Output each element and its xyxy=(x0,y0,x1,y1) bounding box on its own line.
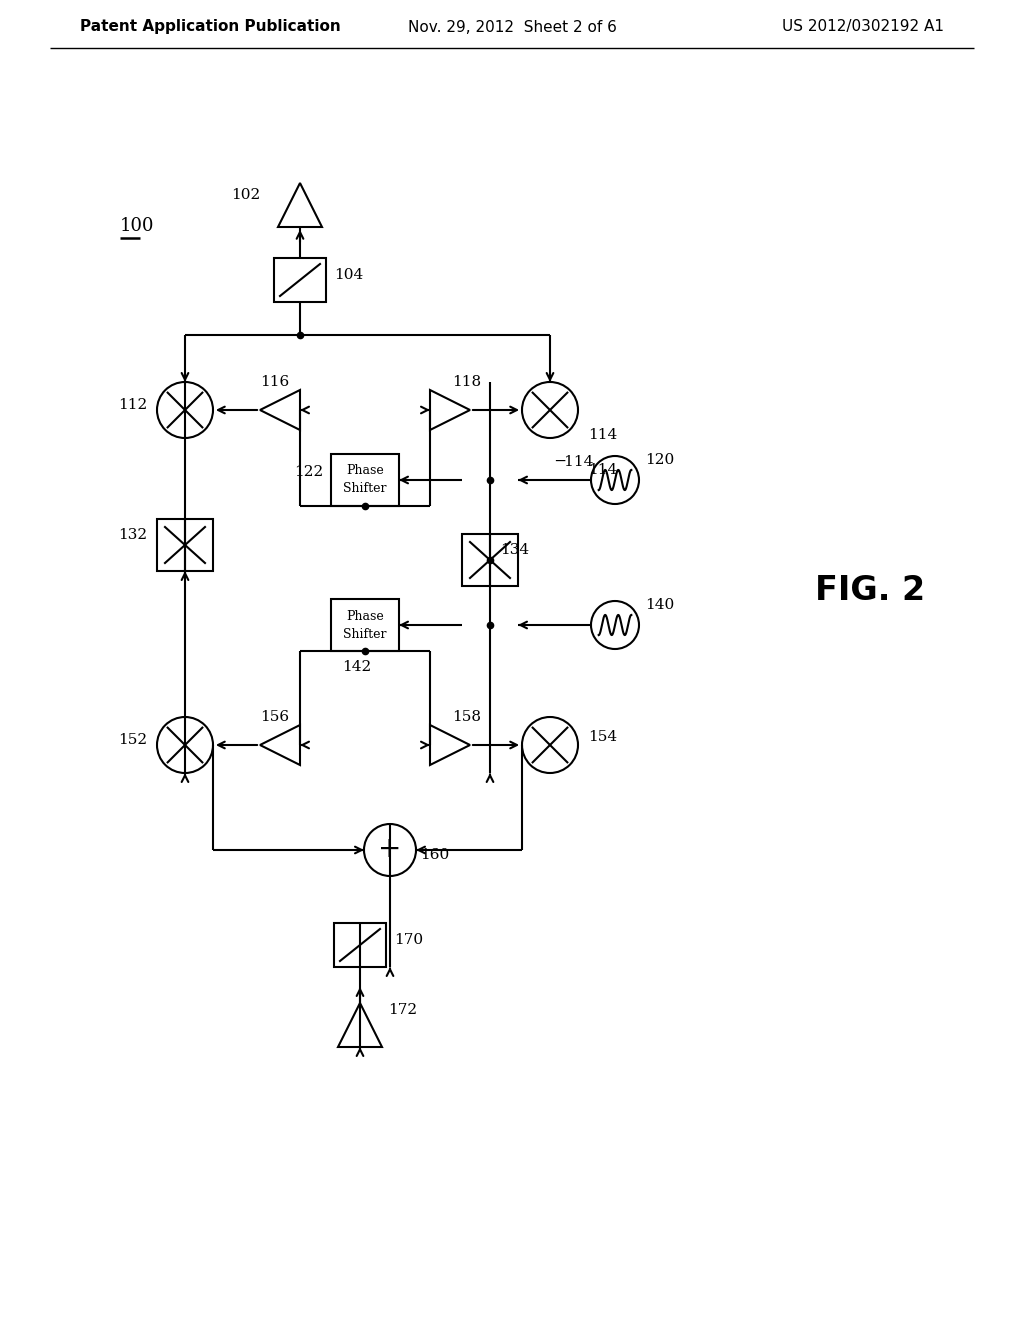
Bar xyxy=(157,519,213,572)
Text: 102: 102 xyxy=(230,187,260,202)
Text: 134: 134 xyxy=(500,543,529,557)
Text: 104: 104 xyxy=(334,268,364,282)
Text: Patent Application Publication: Patent Application Publication xyxy=(80,20,341,34)
Bar xyxy=(334,923,386,968)
Text: 156: 156 xyxy=(260,710,290,723)
Text: 158: 158 xyxy=(452,710,481,723)
Text: Shifter: Shifter xyxy=(343,483,387,495)
Bar xyxy=(331,599,399,651)
Text: Phase: Phase xyxy=(346,610,384,623)
Text: 142: 142 xyxy=(342,660,372,675)
Text: 118: 118 xyxy=(452,375,481,389)
Text: 140: 140 xyxy=(645,598,674,612)
Text: +: + xyxy=(378,836,401,863)
Text: Shifter: Shifter xyxy=(343,627,387,640)
Text: Nov. 29, 2012  Sheet 2 of 6: Nov. 29, 2012 Sheet 2 of 6 xyxy=(408,20,616,34)
Text: ─114: ─114 xyxy=(555,455,593,469)
Text: 112: 112 xyxy=(118,399,147,412)
Text: Phase: Phase xyxy=(346,465,384,478)
Text: 172: 172 xyxy=(388,1003,417,1016)
Text: 100: 100 xyxy=(120,216,155,235)
Text: 160: 160 xyxy=(420,847,450,862)
Text: 116: 116 xyxy=(260,375,290,389)
Text: 122: 122 xyxy=(294,465,323,479)
Text: 114: 114 xyxy=(588,428,617,442)
Text: 170: 170 xyxy=(394,933,423,946)
Text: 132: 132 xyxy=(118,528,147,543)
Bar xyxy=(462,535,518,586)
Text: 154: 154 xyxy=(588,730,617,744)
Text: 152: 152 xyxy=(118,733,147,747)
Bar xyxy=(331,454,399,506)
Text: 120: 120 xyxy=(645,453,674,467)
Bar xyxy=(274,257,326,302)
Text: FIG. 2: FIG. 2 xyxy=(815,573,925,606)
Text: 114: 114 xyxy=(588,463,617,477)
Text: US 2012/0302192 A1: US 2012/0302192 A1 xyxy=(782,20,944,34)
